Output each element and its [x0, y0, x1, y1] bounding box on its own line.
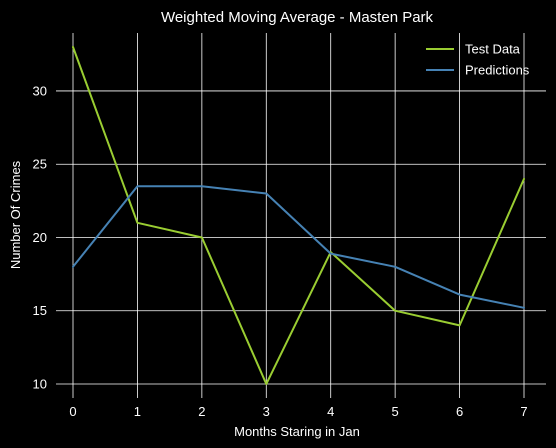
y-tick-label: 15	[33, 303, 47, 318]
x-tick-label: 5	[392, 404, 399, 419]
y-tick-label: 10	[33, 377, 47, 392]
x-tick-label: 4	[327, 404, 334, 419]
series-line-predictions	[72, 185, 525, 309]
legend-label: Predictions	[465, 63, 530, 78]
legend-label: Test Data	[465, 42, 521, 57]
series-lines	[72, 46, 525, 385]
x-axis-ticks: 0 1 2 3 4 5 6 7	[69, 404, 527, 419]
series-line-test-data	[72, 46, 525, 385]
x-tick-label: 0	[69, 404, 76, 419]
x-tick-label: 2	[198, 404, 205, 419]
y-axis-label: Number Of Crimes	[8, 160, 23, 269]
x-tick-label: 7	[520, 404, 527, 419]
x-tick-label: 3	[263, 404, 270, 419]
x-tick-label: 6	[456, 404, 463, 419]
y-tick-label: 30	[33, 83, 47, 98]
y-tick-label: 20	[33, 230, 47, 245]
legend: Test Data Predictions	[426, 42, 530, 78]
y-tick-label: 25	[33, 157, 47, 172]
x-axis-label: Months Staring in Jan	[234, 424, 360, 439]
y-axis-ticks: 10 15 20 25 30	[33, 83, 47, 391]
x-tick-label: 1	[134, 404, 141, 419]
chart-title: Weighted Moving Average - Masten Park	[161, 9, 434, 26]
